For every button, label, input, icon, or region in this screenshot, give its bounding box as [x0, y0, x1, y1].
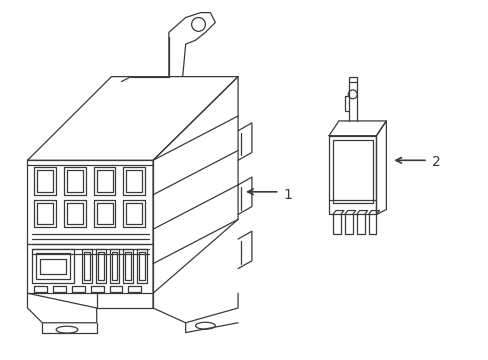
Text: 2: 2: [431, 155, 440, 169]
Text: 1: 1: [283, 188, 292, 202]
